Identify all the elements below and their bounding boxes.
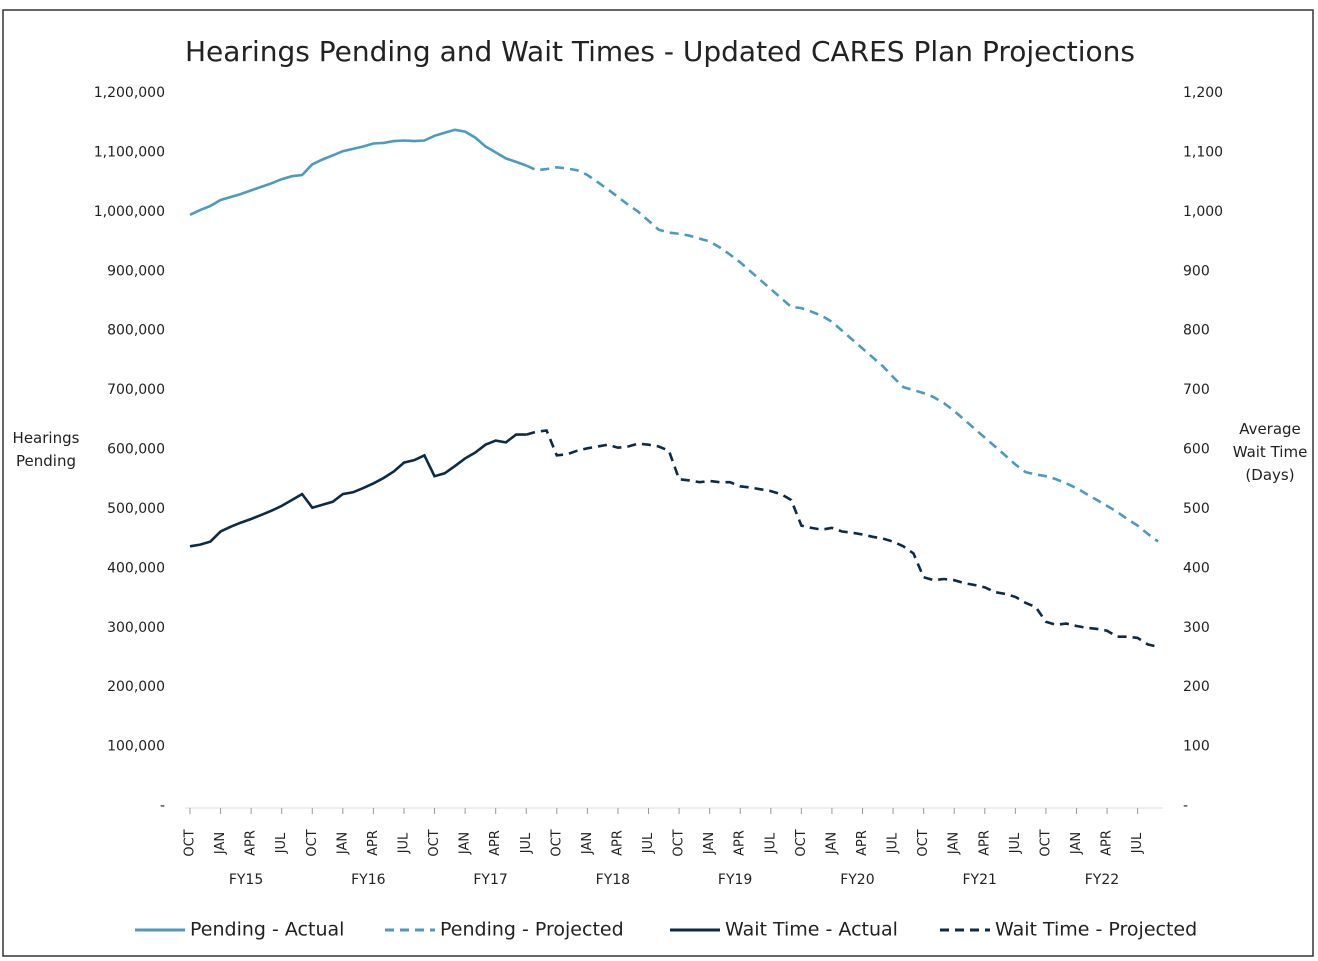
fiscal-year-label: FY16 bbox=[351, 872, 386, 888]
x-tick-label: JUL bbox=[1130, 832, 1145, 854]
x-tick-label: OCT bbox=[305, 829, 320, 856]
y-tick-label: 300,000 bbox=[107, 620, 165, 636]
y2-tick-label: 1,200 bbox=[1183, 85, 1223, 101]
x-tick-label: OCT bbox=[549, 829, 564, 856]
y-tick-label: 1,000,000 bbox=[94, 204, 165, 220]
y2-tick-label: 700 bbox=[1183, 382, 1210, 398]
y-tick-label: 200,000 bbox=[107, 679, 165, 695]
x-tick-label: JAN bbox=[580, 832, 595, 855]
legend-label: Wait Time - Projected bbox=[995, 919, 1197, 941]
x-tick-label: JUL bbox=[763, 832, 778, 854]
x-tick-label: APR bbox=[1100, 830, 1115, 856]
y2-tick-label: 100 bbox=[1183, 739, 1210, 755]
x-tick-label: JUL bbox=[641, 832, 656, 854]
x-tick-label: OCT bbox=[794, 829, 809, 856]
y2-axis-label: Average Wait Time (Days) bbox=[1232, 420, 1308, 484]
fiscal-year-label: FY21 bbox=[962, 872, 996, 888]
x-tick-label: JAN bbox=[702, 832, 717, 855]
fiscal-year-label: FY17 bbox=[473, 872, 507, 888]
x-tick-label: JUL bbox=[886, 832, 901, 854]
y-tick-label: - bbox=[160, 798, 165, 814]
x-tick-label: JAN bbox=[824, 832, 839, 855]
y-tick-label: 100,000 bbox=[107, 739, 165, 755]
y2-tick-label: 1,000 bbox=[1183, 204, 1223, 220]
y2-tick-label: - bbox=[1183, 798, 1188, 814]
y-axis-label: Hearings Pending bbox=[12, 429, 80, 470]
legend-label: Wait Time - Actual bbox=[725, 919, 898, 941]
x-tick-label: JUL bbox=[519, 832, 534, 854]
y-tick-label: 400,000 bbox=[107, 560, 165, 576]
x-tick-label: JUL bbox=[274, 832, 289, 854]
x-tick-label: JAN bbox=[213, 832, 228, 855]
x-tick-label: OCT bbox=[1038, 829, 1053, 856]
x-tick-label: JAN bbox=[335, 832, 350, 855]
x-tick-label: JUL bbox=[396, 832, 411, 854]
x-tick-label: APR bbox=[244, 830, 259, 856]
y2-tick-label: 500 bbox=[1183, 501, 1210, 517]
y-tick-label: 1,100,000 bbox=[94, 144, 165, 160]
y2-tick-label: 400 bbox=[1183, 560, 1210, 576]
y2-tick-label: 800 bbox=[1183, 323, 1210, 339]
y2-tick-label: 300 bbox=[1183, 620, 1210, 636]
y2-tick-label: 1,100 bbox=[1183, 144, 1223, 160]
y2-tick-label: 900 bbox=[1183, 263, 1210, 279]
x-tick-label: APR bbox=[366, 830, 381, 856]
x-tick-label: JUL bbox=[1008, 832, 1023, 854]
x-tick-label: OCT bbox=[427, 829, 442, 856]
legend-label: Pending - Actual bbox=[190, 919, 344, 941]
x-tick-label: APR bbox=[855, 830, 870, 856]
y-tick-label: 700,000 bbox=[107, 382, 165, 398]
x-tick-label: OCT bbox=[183, 829, 198, 856]
series-line bbox=[525, 429, 1159, 649]
x-tick-label: JAN bbox=[947, 832, 962, 855]
fiscal-year-label: FY22 bbox=[1085, 872, 1119, 888]
x-tick-label: OCT bbox=[916, 829, 931, 856]
fiscal-year-label: FY19 bbox=[718, 872, 752, 888]
x-tick-label: APR bbox=[610, 830, 625, 856]
y-tick-label: 600,000 bbox=[107, 442, 165, 458]
x-tick-label: JAN bbox=[458, 832, 473, 855]
legend-label: Pending - Projected bbox=[440, 919, 624, 941]
fiscal-year-label: FY20 bbox=[840, 872, 874, 888]
x-tick-label: APR bbox=[977, 830, 992, 856]
series-line bbox=[189, 128, 527, 216]
y-tick-label: 800,000 bbox=[107, 323, 165, 339]
fiscal-year-label: FY18 bbox=[596, 872, 630, 888]
series-line bbox=[189, 433, 527, 548]
y2-tick-label: 600 bbox=[1183, 442, 1210, 458]
chart-frame bbox=[2, 9, 1314, 957]
x-tick-label: JAN bbox=[1069, 832, 1084, 855]
x-tick-label: APR bbox=[488, 830, 503, 856]
fiscal-year-label: FY15 bbox=[229, 872, 263, 888]
series-line bbox=[525, 164, 1159, 543]
x-tick-label: APR bbox=[733, 830, 748, 856]
y2-tick-label: 200 bbox=[1183, 679, 1210, 695]
chart-title: Hearings Pending and Wait Times - Update… bbox=[185, 35, 1135, 68]
y-tick-label: 1,200,000 bbox=[94, 85, 165, 101]
y-tick-label: 900,000 bbox=[107, 263, 165, 279]
y-tick-label: 500,000 bbox=[107, 501, 165, 517]
x-tick-label: OCT bbox=[672, 829, 687, 856]
